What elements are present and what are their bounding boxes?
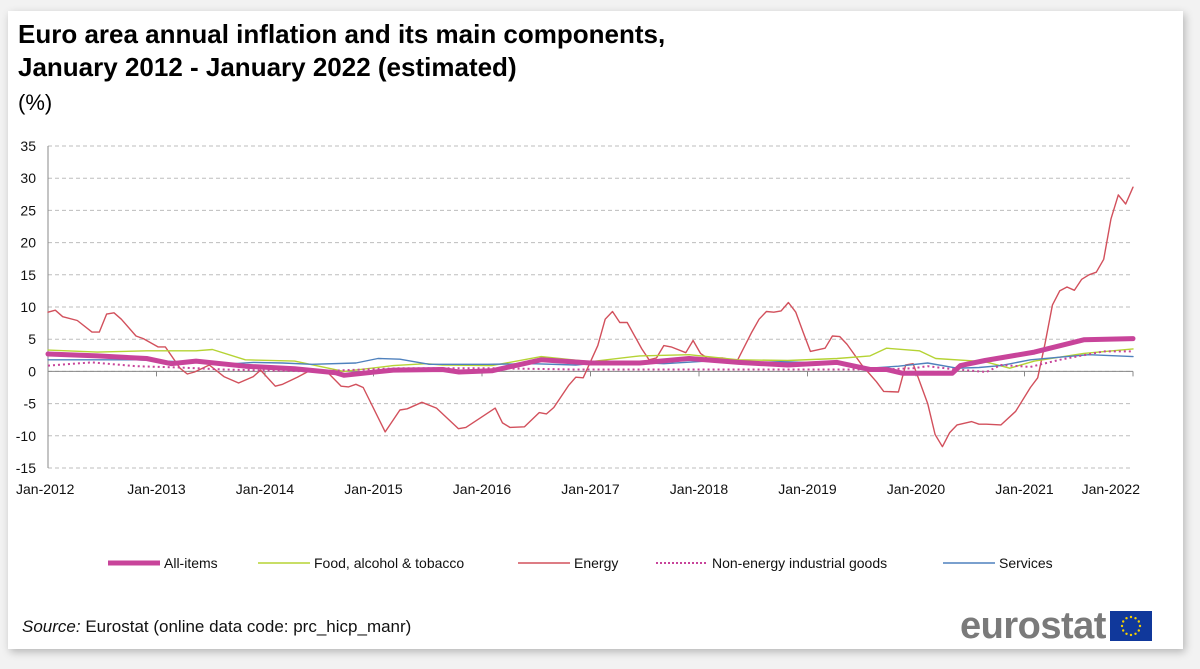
x-tick-label: Jan-2014 bbox=[236, 481, 295, 497]
legend-item-energy: Energy bbox=[518, 555, 618, 571]
x-tick-label: Jan-2020 bbox=[887, 481, 946, 497]
legend-swatch-energy bbox=[518, 562, 570, 564]
source-label: Source: bbox=[22, 617, 81, 636]
eu-flag-star bbox=[1125, 632, 1128, 635]
legend-swatch-all-items bbox=[108, 560, 160, 566]
legend-label-energy: Energy bbox=[574, 555, 619, 571]
chart-title-line-1: Euro area annual inflation and its main … bbox=[18, 19, 666, 49]
series-line-energy bbox=[47, 186, 1134, 448]
source-note: Source: Eurostat (online data code: prc_… bbox=[22, 617, 411, 637]
y-tick-label: 0 bbox=[28, 363, 36, 379]
eurostat-logo: eurostat bbox=[960, 606, 1152, 646]
legend-swatch-food bbox=[258, 562, 310, 564]
y-tick-label: 10 bbox=[20, 299, 36, 315]
y-tick-label: -10 bbox=[16, 428, 36, 444]
source-text: Eurostat (online data code: prc_hicp_man… bbox=[80, 617, 412, 636]
legend-label-all-items: All-items bbox=[164, 555, 218, 571]
chart-unit: (%) bbox=[18, 90, 53, 115]
legend-label-services: Services bbox=[999, 555, 1053, 571]
x-tick-label: Jan-2017 bbox=[561, 481, 620, 497]
eu-flag-star bbox=[1125, 617, 1128, 620]
chart-title-line-2: January 2012 - January 2022 (estimated) bbox=[18, 52, 517, 82]
eu-flag-star bbox=[1137, 620, 1140, 623]
chart-title: Euro area annual inflation and its main … bbox=[18, 18, 665, 84]
legend-item-non-energy: Non-energy industrial goods bbox=[656, 555, 887, 571]
eu-flag-star bbox=[1121, 620, 1125, 623]
series-line-non-energy-industrial-goods bbox=[47, 350, 1133, 373]
series-line-all-items bbox=[45, 336, 1136, 378]
legend-swatch-non-energy bbox=[656, 562, 708, 564]
eu-flag-star bbox=[1138, 624, 1142, 628]
eurostat-logo-text: eurostat bbox=[960, 605, 1106, 647]
x-tick-label: Jan-2016 bbox=[453, 481, 512, 497]
x-tick-label: Jan-2018 bbox=[670, 481, 729, 497]
legend-swatch-services bbox=[943, 562, 995, 564]
legend-item-services: Services bbox=[943, 555, 1053, 571]
eu-flag-star bbox=[1134, 617, 1137, 620]
x-tick-label: Jan-2021 bbox=[995, 481, 1054, 497]
series-line-food-alcohol-tobacco bbox=[47, 347, 1134, 373]
y-tick-label: 35 bbox=[20, 138, 36, 154]
x-tick-label: Jan-2015 bbox=[344, 481, 403, 497]
y-tick-label: 5 bbox=[28, 331, 36, 347]
legend-item-all-items: All-items bbox=[108, 555, 218, 571]
eu-flag-icon bbox=[1109, 611, 1152, 641]
y-tick-label: 15 bbox=[20, 267, 36, 283]
legend-label-food: Food, alcohol & tobacco bbox=[314, 555, 465, 571]
y-tick-label: -5 bbox=[24, 396, 37, 412]
eu-flag-star bbox=[1134, 632, 1137, 635]
eu-flag-star bbox=[1120, 624, 1124, 628]
eu-flag-star bbox=[1129, 633, 1133, 637]
x-tick-label: Jan-2012 bbox=[16, 481, 75, 497]
eu-flag-star bbox=[1137, 629, 1140, 632]
eu-flag-star bbox=[1129, 615, 1133, 619]
y-tick-label: 20 bbox=[20, 235, 36, 251]
legend-item-food: Food, alcohol & tobacco bbox=[258, 555, 464, 571]
eu-flag-star bbox=[1121, 629, 1125, 632]
y-tick-label: -15 bbox=[16, 460, 36, 476]
x-tick-label: Jan-2013 bbox=[127, 481, 186, 497]
chart-card bbox=[8, 11, 1183, 649]
y-tick-label: 25 bbox=[20, 202, 36, 218]
y-tick-label: 30 bbox=[20, 170, 36, 186]
x-tick-label: Jan-2019 bbox=[778, 481, 837, 497]
x-tick-label: Jan-2022 bbox=[1082, 481, 1141, 497]
chart-legend: All-items Food, alcohol & tobacco Energy… bbox=[0, 555, 1200, 585]
legend-label-non-energy: Non-energy industrial goods bbox=[712, 555, 888, 571]
